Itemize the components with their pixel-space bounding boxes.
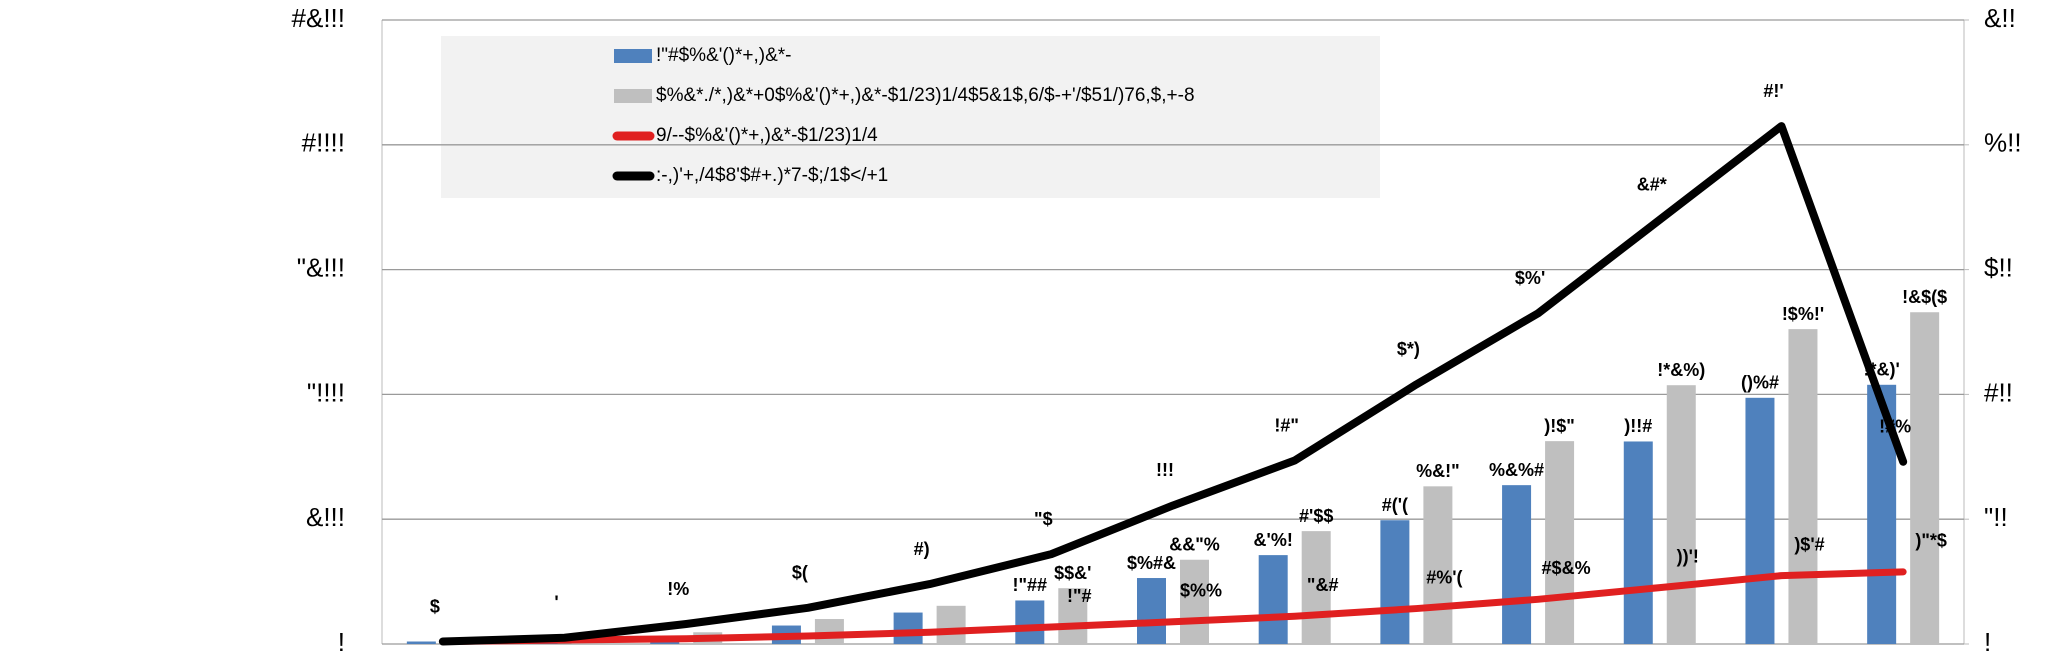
data-label: #) [914,539,930,559]
data-label: $ [430,596,440,616]
bar [1423,486,1453,644]
y-tick-label: &!!! [306,502,345,532]
bar [1745,397,1775,644]
bar [1910,312,1940,644]
data-label: %&%# [1489,460,1544,480]
data-label: )!$" [1544,416,1575,436]
data-label: !#" [1274,415,1299,435]
legend-label: :-,)'+,/4$8'$#+.)*7-$;/1$</+1 [656,165,888,186]
bar [1180,559,1209,644]
data-label: )"*$ [1915,531,1947,551]
data-label: &&"% [1169,534,1220,554]
data-label: $$&' [1054,563,1091,583]
data-label: &'%! [1254,530,1293,550]
data-label: ))'! [1677,546,1699,566]
legend-marker [614,49,652,63]
data-label: "$ [1034,509,1053,529]
data-label: ()%# [1741,373,1779,393]
legend-label: 9/--$%&'()*+,)&*-$1/23)1/4 [656,125,878,146]
data-label: $( [792,563,808,583]
data-label: !"# [1067,586,1092,606]
y-tick-label: "&!!! [297,252,345,282]
bar [1258,555,1288,644]
legend-marker [614,89,652,103]
y2-tick-label: #!! [1984,377,2013,407]
y2-tick-label: "!! [1984,502,2008,532]
y2-tick-label: ! [1984,627,1991,657]
bar [893,612,923,644]
bar [406,641,436,644]
legend-box [441,36,1380,198]
data-label: "&# [1307,575,1339,595]
data-label: $*) [1397,339,1420,359]
y2-tick-label: %!! [1984,128,2022,158]
data-label: !$%!' [1782,304,1824,324]
bar [814,619,844,644]
line [439,568,1907,646]
bar [1380,520,1410,644]
legend-label: $%&*./*,)&*+0$%&'()*+,)&*-$1/23)1/4$5&1$… [656,85,1195,106]
y-tick-label: "!!!! [307,377,345,407]
data-label: !"## [1013,575,1048,595]
data-label: ' [554,593,558,613]
data-label: !#% [1879,417,1911,437]
data-label: $%' [1515,268,1545,288]
bar [1058,588,1088,644]
y2-tick-label: &!! [1984,3,2016,33]
line [438,122,1908,646]
data-label: $%#& [1127,553,1176,573]
bar [1015,600,1045,644]
bar [1666,385,1696,644]
data-label: !!! [1156,460,1174,480]
data-label: !*&%) [1657,360,1705,380]
data-label: )$'# [1794,534,1824,554]
data-label: #!' [1763,81,1783,101]
data-label: %&!" [1416,461,1460,481]
bar [936,605,966,644]
data-label: !% [667,579,689,599]
data-label: )!!# [1624,416,1652,436]
data-label: #$&% [1542,558,1591,578]
data-label: !&$($ [1902,287,1947,307]
legend-label: !"#$%&'()*+,)&*- [656,45,792,66]
y-tick-label: ! [338,627,345,657]
data-label: &#* [1637,174,1667,194]
bar [1545,441,1575,644]
bar [1502,485,1532,644]
data-label: #'$$ [1299,506,1333,526]
data-label: #('( [1382,495,1408,515]
y-tick-label: #!!!! [302,128,345,158]
data-label: #%'( [1426,567,1462,587]
data-label: $%% [1180,581,1222,601]
bar [1137,578,1166,644]
bar [1623,441,1653,644]
bar [1788,329,1818,644]
y-tick-label: #&!!! [292,3,345,33]
bar [1301,531,1331,644]
y2-tick-label: $!! [1984,252,2013,282]
